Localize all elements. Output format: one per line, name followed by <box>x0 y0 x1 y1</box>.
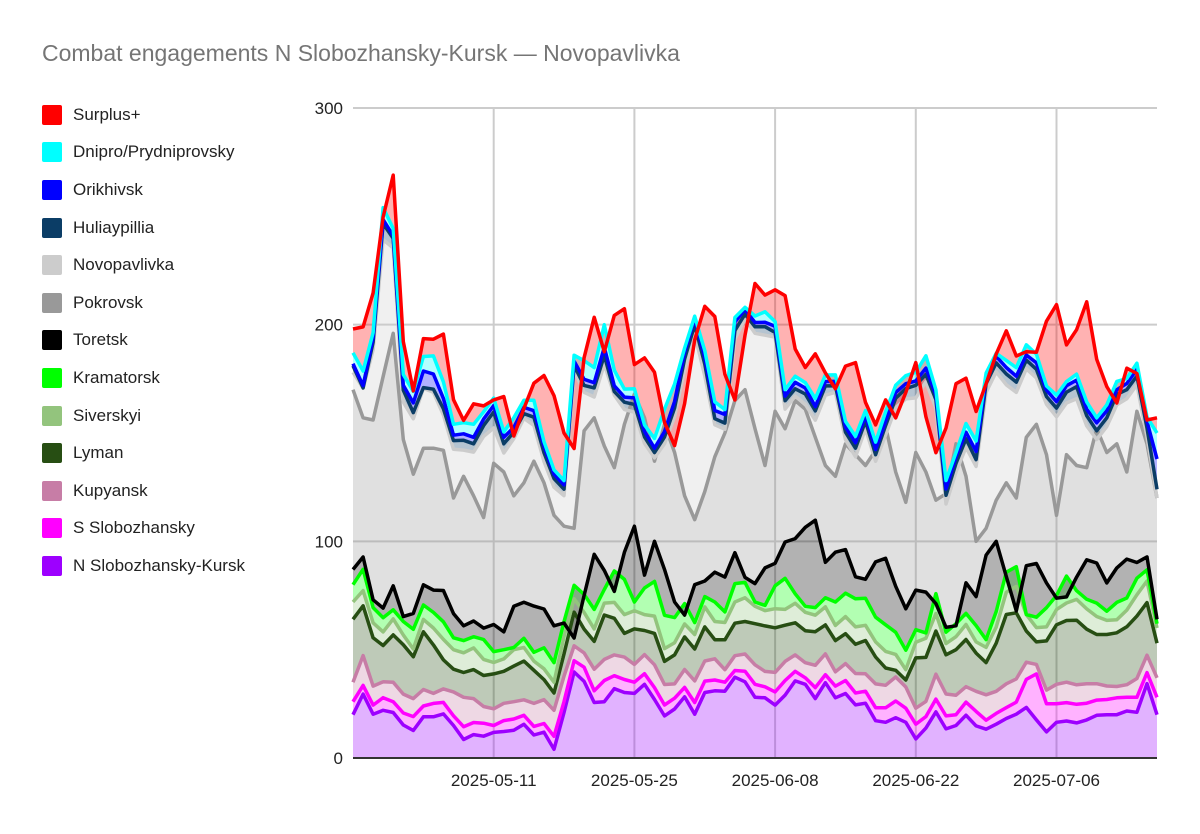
x-tick-label: 2025-06-08 <box>732 771 819 790</box>
x-tick-label: 2025-05-11 <box>451 771 537 790</box>
legend-label: Kramatorsk <box>73 367 160 387</box>
legend-item-pokrovsk: Pokrovsk <box>42 284 245 322</box>
area-siverskyi <box>353 581 1157 693</box>
legend-item-s-slobozhansky: S Slobozhansky <box>42 510 245 548</box>
area-n-slobozhansky-kursk <box>353 672 1157 758</box>
axes: 0 100 200 300 2025-05-11 2025-05-25 2025-06-08… <box>315 99 1157 790</box>
legend-item-dnipro-prydniprovsky: Dnipro/Prydniprovsky <box>42 134 245 172</box>
y-tick-label: 0 <box>334 749 343 768</box>
legend-swatch <box>42 142 62 163</box>
line-lyman <box>351 600 1159 695</box>
legend-item-orikhivsk: Orikhivsk <box>42 171 245 209</box>
legend-label: Siverskyi <box>73 405 142 425</box>
line-huliaypillia <box>351 221 1159 498</box>
area-surplus- <box>353 175 1157 481</box>
legend-item-siverskyi: Siverskyi <box>42 397 245 435</box>
series-lines <box>351 173 1159 752</box>
line-pokrovsk <box>351 331 1159 544</box>
line-kramatorsk <box>351 564 1159 665</box>
line-toretsk <box>351 518 1159 640</box>
legend-label: Surplus+ <box>73 104 141 124</box>
legend-label: N Slobozhansky-Kursk <box>73 555 245 575</box>
legend-swatch <box>42 330 62 351</box>
line-kupyansk <box>351 644 1159 713</box>
legend-item-toretsk: Toretsk <box>42 322 245 360</box>
line-n-slobozhansky-kursk <box>351 670 1159 752</box>
x-tick-label: 2025-07-06 <box>1013 771 1100 790</box>
legend-label: Toretsk <box>73 330 128 350</box>
chart-title: Combat engagements N Slobozhansky-Kursk … <box>42 40 680 66</box>
legend-swatch <box>42 518 62 539</box>
legend-item-kramatorsk: Kramatorsk <box>42 359 245 397</box>
line-novopavlivka <box>351 237 1159 506</box>
legend-swatch <box>42 443 62 464</box>
legend-item-n-slobozhansky-kursk: N Slobozhansky-Kursk <box>42 547 245 585</box>
legend-label: Lyman <box>73 443 124 463</box>
y-tick-label: 200 <box>315 316 343 335</box>
legend-label: Kupyansk <box>73 480 148 500</box>
legend-swatch <box>42 255 62 276</box>
legend-label: Huliaypillia <box>73 217 155 237</box>
area-lyman <box>353 602 1157 711</box>
legend-label: Orikhivsk <box>73 179 143 199</box>
legend-swatch <box>42 217 62 238</box>
legend-swatch <box>42 367 62 388</box>
y-tick-label: 300 <box>315 99 343 118</box>
legend-item-huliaypillia: Huliaypillia <box>42 209 245 247</box>
legend-swatch <box>42 179 62 200</box>
line-orikhivsk <box>351 217 1159 491</box>
legend-swatch <box>42 555 62 576</box>
legend: Surplus+ Dnipro/Prydniprovsky Orikhivsk Hul… <box>42 96 245 585</box>
line-surplus- <box>352 173 1158 455</box>
line-s-slobozhansky <box>351 658 1159 739</box>
legend-item-lyman: Lyman <box>42 434 245 472</box>
legend-swatch <box>42 292 62 313</box>
legend-label: Novopavlivka <box>73 255 175 275</box>
legend-label: Dnipro/Prydniprovsky <box>73 142 235 162</box>
legend-item-novopavlivka: Novopavlivka <box>42 246 245 284</box>
legend-label: Pokrovsk <box>73 292 143 312</box>
legend-item-surplus-: Surplus+ <box>42 96 245 134</box>
y-tick-label: 100 <box>315 532 343 551</box>
legend-swatch <box>42 480 62 501</box>
area-pokrovsk <box>353 333 1157 638</box>
legend-swatch <box>42 104 62 125</box>
legend-label: S Slobozhansky <box>73 518 195 538</box>
legend-swatch <box>42 405 62 426</box>
legend-item-kupyansk: Kupyansk <box>42 472 245 510</box>
x-tick-label: 2025-05-25 <box>591 771 678 790</box>
x-tick-label: 2025-06-22 <box>872 771 959 790</box>
